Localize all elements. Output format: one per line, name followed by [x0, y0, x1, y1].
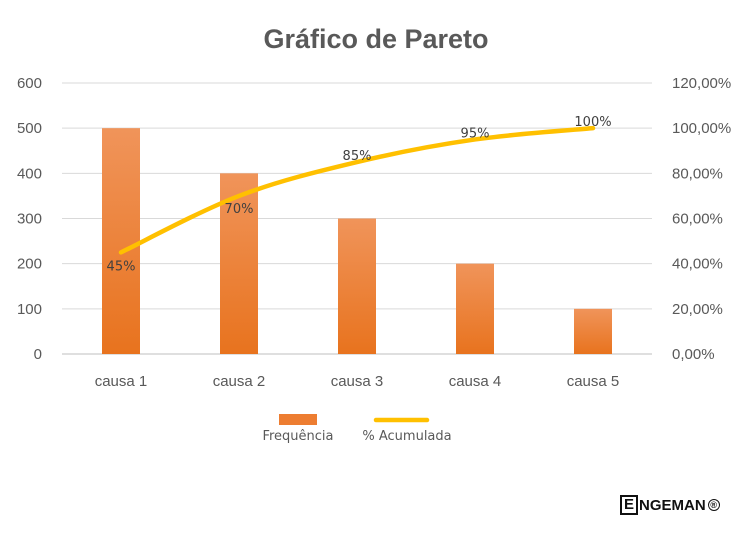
y-left-tick-label: 0: [34, 346, 42, 363]
x-tick-label: causa 5: [567, 373, 620, 390]
engeman-logo: E NGEMAN ®: [620, 494, 720, 516]
y-right-tick-label: 100,00%: [672, 120, 731, 137]
logo-registered-mark: ®: [707, 499, 720, 511]
y-right-tick-label: 0,00%: [672, 346, 715, 363]
y-left-tick-label: 500: [17, 120, 42, 137]
y-left-tick-label: 200: [17, 256, 42, 273]
x-tick-label: causa 3: [331, 373, 384, 390]
bar: [574, 308, 612, 354]
bar: [338, 218, 376, 354]
data-label: 100%: [574, 115, 611, 130]
x-tick-label: causa 1: [95, 373, 148, 390]
y-axis-left: 0 100 200 300 400 500 600: [17, 75, 42, 363]
y-right-tick-label: 80,00%: [672, 165, 723, 182]
bar: [102, 128, 140, 354]
legend-label: Frequência: [262, 429, 333, 444]
x-axis: causa 1 causa 2 causa 3 causa 4 causa 5: [95, 373, 620, 390]
bar: [456, 263, 494, 354]
legend: Frequência % Acumulada: [262, 414, 452, 444]
data-label: 85%: [343, 149, 372, 164]
data-label: 95%: [461, 126, 490, 141]
y-left-tick-label: 400: [17, 165, 42, 182]
x-tick-label: causa 2: [213, 373, 266, 390]
y-right-tick-label: 20,00%: [672, 301, 723, 318]
data-label: 45%: [107, 259, 136, 274]
line-series: 45% 70% 85% 95% 100%: [107, 115, 612, 274]
data-label: 70%: [225, 202, 254, 217]
legend-swatch-bar: [279, 414, 317, 425]
y-right-tick-label: 60,00%: [672, 211, 723, 228]
chart-title: Gráfico de Pareto: [263, 24, 488, 54]
logo-letter: E: [620, 495, 638, 515]
y-left-tick-label: 100: [17, 301, 42, 318]
y-axis-right: 0,00% 20,00% 40,00% 60,00% 80,00% 100,00% 120,…: [672, 75, 731, 363]
logo-text: NGEMAN: [639, 496, 706, 514]
cumulative-line: [118, 125, 596, 255]
y-right-tick-label: 40,00%: [672, 256, 723, 273]
x-tick-label: causa 4: [449, 373, 502, 390]
y-left-tick-label: 300: [17, 211, 42, 228]
y-left-tick-label: 600: [17, 75, 42, 92]
y-right-tick-label: 120,00%: [672, 75, 731, 92]
legend-label: % Acumulada: [362, 429, 451, 444]
